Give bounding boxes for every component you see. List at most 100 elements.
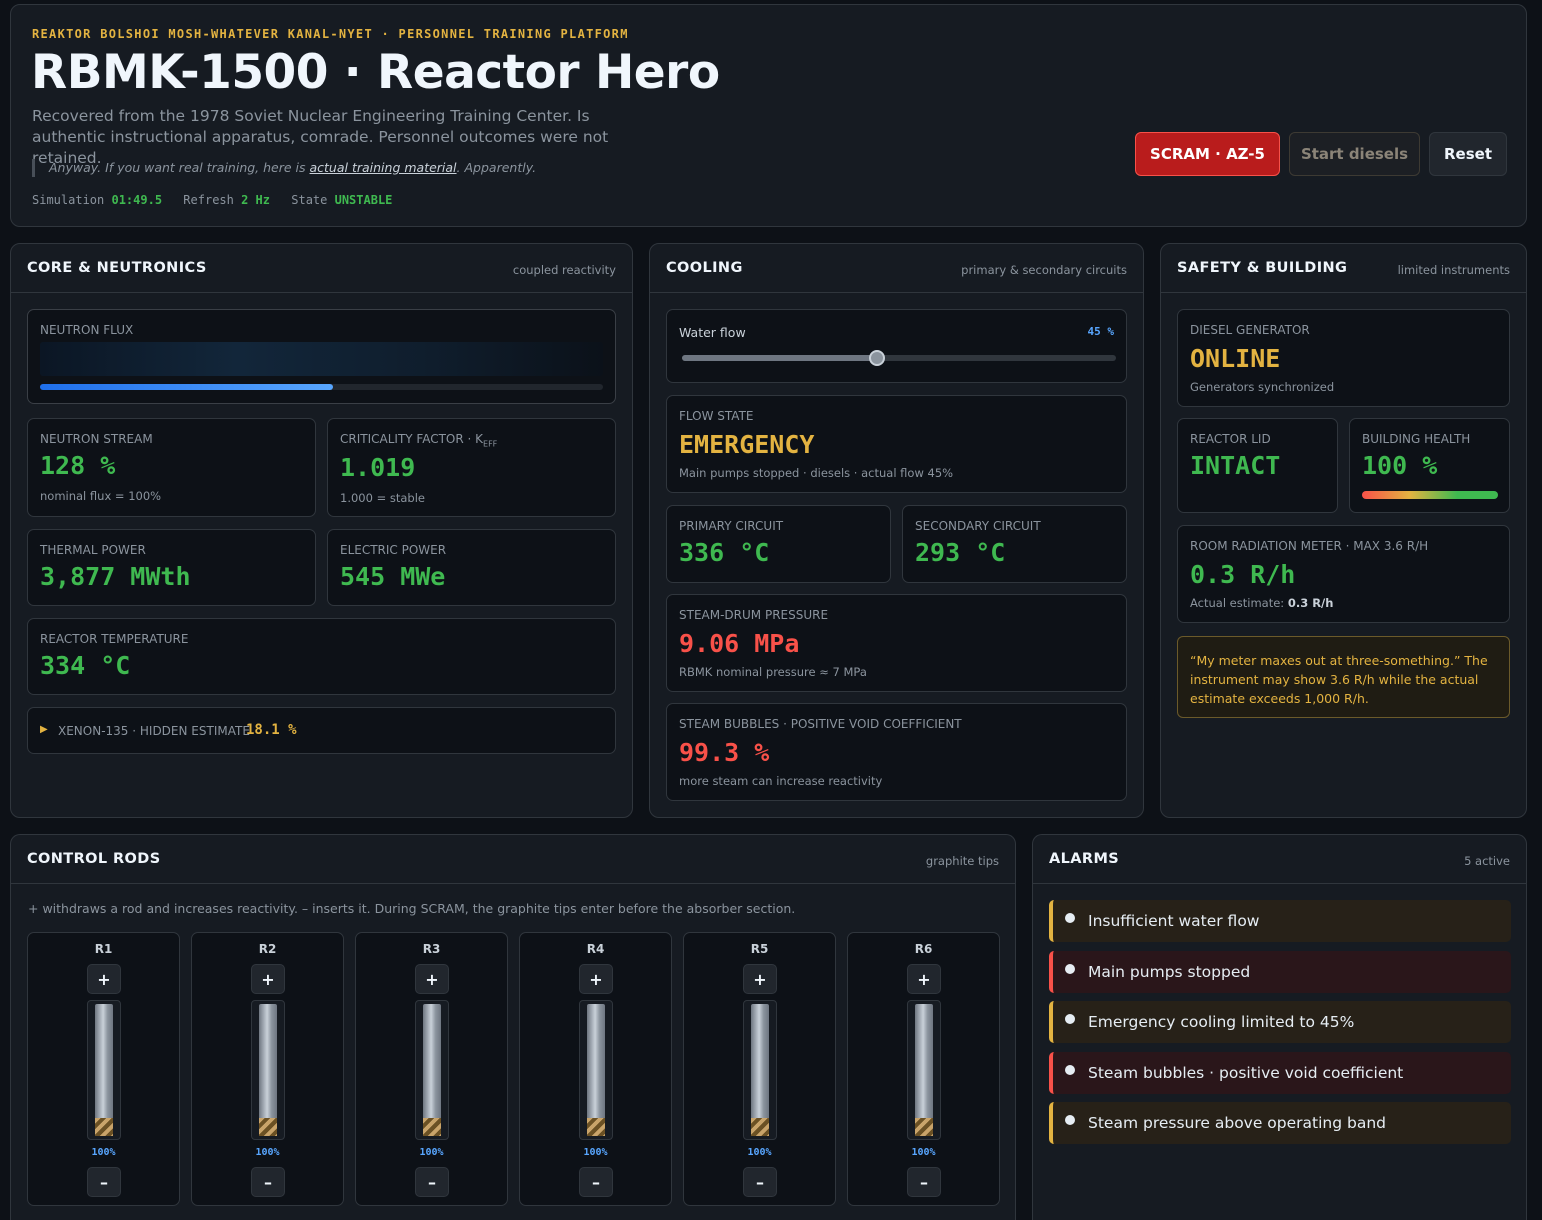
rod-bar[interactable] [95, 1004, 113, 1136]
alarm-item: Steam pressure above operating band [1049, 1102, 1511, 1144]
alarm-dot-icon [1065, 1115, 1075, 1125]
xenon-disclosure[interactable]: ▶ XENON-135 · HIDDEN ESTIMATE 18.1 % [27, 707, 616, 754]
rod-name: R4 [586, 942, 605, 956]
cooling-panel-note: primary & secondary circuits [961, 263, 1127, 277]
building-health-card: BUILDING HEALTH 100 % [1349, 418, 1510, 513]
steam-drum-pressure-sub: RBMK nominal pressure ≈ 7 MPa [679, 665, 867, 679]
water-flow-slider-fill [682, 355, 878, 361]
control-rod-5: R5 +100% – [683, 932, 836, 1206]
rod-withdraw-button[interactable]: + [907, 964, 941, 994]
reactor-lid-label: REACTOR LID [1190, 432, 1271, 446]
steam-bubbles-value: 99.3 % [679, 738, 770, 767]
thermal-power-label: THERMAL POWER [40, 543, 146, 557]
rod-withdraw-button[interactable]: + [579, 964, 613, 994]
alarm-dot-icon [1065, 1064, 1075, 1075]
control-rod-4: R4 +100% – [519, 932, 672, 1206]
rod-name: R6 [914, 942, 933, 956]
state-label: State [291, 193, 328, 207]
rod-bar[interactable] [423, 1004, 441, 1136]
rod-bar[interactable] [259, 1004, 277, 1136]
header-kicker: REAKTOR BOLSHOI MOSH-WHATEVER KANAL-NYET… [32, 27, 629, 41]
expand-triangle-icon: ▶ [40, 724, 48, 735]
quote-text-after: . Apparently. [456, 160, 537, 175]
rod-withdraw-button[interactable]: + [251, 964, 285, 994]
rod-name: R2 [258, 942, 277, 956]
radiation-meter-label: ROOM RADIATION METER · MAX 3.6 R/H [1190, 539, 1429, 553]
steam-drum-pressure-label: STEAM-DRUM PRESSURE [679, 608, 829, 622]
primary-circuit-label: PRIMARY CIRCUIT [679, 519, 784, 533]
graphite-tip [915, 1118, 933, 1136]
rod-position: 100% [255, 1147, 280, 1158]
rod-bar[interactable] [915, 1004, 933, 1136]
simulation-status: Simulation 01:49.5 Refresh 2 Hz State UN… [32, 193, 406, 207]
neutron-flux-visual [40, 342, 603, 376]
core-panel-note: coupled reactivity [512, 263, 616, 277]
steam-bubbles-card: STEAM BUBBLES · POSITIVE VOID COEFFICIEN… [666, 703, 1127, 801]
steam-bubbles-sub: more steam can increase reactivity [679, 774, 883, 788]
rod-position: 100% [911, 1147, 936, 1158]
flow-state-card: FLOW STATE EMERGENCY Main pumps stopped … [666, 395, 1127, 493]
core-panel-header: CORE & NEUTRONICS coupled reactivity [11, 244, 632, 293]
rod-insert-button[interactable]: – [251, 1167, 285, 1197]
rod-insert-button[interactable]: – [579, 1167, 613, 1197]
safety-panel: SAFETY & BUILDING limited instruments DI… [1160, 243, 1527, 818]
start-diesels-button[interactable]: Start diesels [1289, 132, 1420, 176]
xenon-label: XENON-135 · HIDDEN ESTIMATE [58, 724, 250, 738]
diesel-generator-card: DIESEL GENERATOR ONLINE Generators synch… [1177, 309, 1510, 407]
steam-drum-pressure-value: 9.06 MPa [679, 629, 800, 658]
primary-circuit-value: 336 °C [679, 538, 770, 567]
graphite-tip [423, 1118, 441, 1136]
neutron-flux-label: NEUTRON FLUX [40, 323, 134, 337]
control-rods-panel: CONTROL RODS graphite tips + withdraws a… [10, 834, 1016, 1220]
alarm-text: Steam pressure above operating band [1088, 1114, 1387, 1132]
steam-drum-pressure-card: STEAM-DRUM PRESSURE 9.06 MPa RBMK nomina… [666, 594, 1127, 692]
water-flow-slider[interactable] [682, 350, 1116, 366]
radiation-meter-card: ROOM RADIATION METER · MAX 3.6 R/H 0.3 R… [1177, 525, 1510, 623]
building-health-bar [1362, 491, 1498, 499]
alarm-text: Insufficient water flow [1088, 912, 1260, 930]
safety-panel-header: SAFETY & BUILDING limited instruments [1161, 244, 1526, 293]
cooling-panel: COOLING primary & secondary circuits Wat… [649, 243, 1144, 818]
reactor-lid-value: INTACT [1190, 451, 1281, 480]
rod-bar[interactable] [587, 1004, 605, 1136]
control-rods-help: + withdraws a rod and increases reactivi… [28, 901, 796, 916]
rod-bar[interactable] [751, 1004, 769, 1136]
core-panel-title: CORE & NEUTRONICS [27, 260, 207, 276]
alarms-panel: ALARMS 5 active Insufficient water flow M… [1032, 834, 1527, 1220]
alarms-count: 5 active [1464, 854, 1510, 868]
graphite-tip [259, 1118, 277, 1136]
control-rod-6: R6 +100% – [847, 932, 1000, 1206]
scram-button[interactable]: SCRAM · AZ-5 [1135, 132, 1280, 176]
rod-withdraw-button[interactable]: + [415, 964, 449, 994]
training-material-link[interactable]: actual training material [309, 160, 457, 175]
graphite-tip [751, 1118, 769, 1136]
safety-panel-note: limited instruments [1397, 263, 1510, 277]
rod-insert-button[interactable]: – [907, 1167, 941, 1197]
control-rod-3: R3 +100% – [355, 932, 508, 1206]
rod-withdraw-button[interactable]: + [743, 964, 777, 994]
building-health-value: 100 % [1362, 451, 1438, 480]
diesel-generator-value: ONLINE [1190, 344, 1281, 373]
rod-well [907, 1000, 941, 1140]
flow-state-sub: Main pumps stopped · diesels · actual fl… [679, 466, 954, 480]
graphite-tip [95, 1118, 113, 1136]
refresh-rate: 2 Hz [241, 193, 271, 207]
electric-power-value: 545 MWe [340, 562, 446, 591]
criticality-label-text: CRITICALITY FACTOR · K [340, 432, 484, 446]
reactor-temperature-value: 334 °C [40, 651, 131, 680]
water-flow-slider-thumb[interactable] [869, 350, 886, 366]
rod-insert-button[interactable]: – [87, 1167, 121, 1197]
rod-insert-button[interactable]: – [415, 1167, 449, 1197]
refresh-label: Refresh [183, 193, 234, 207]
control-rods-note: graphite tips [925, 854, 999, 868]
sim-label: Simulation [32, 193, 105, 207]
rod-name: R5 [750, 942, 769, 956]
neutron-stream-sub: nominal flux = 100% [40, 489, 162, 503]
reset-button[interactable]: Reset [1429, 132, 1507, 176]
neutron-stream-value: 128 % [40, 451, 116, 480]
rod-insert-button[interactable]: – [743, 1167, 777, 1197]
rod-well [743, 1000, 777, 1140]
rod-withdraw-button[interactable]: + [87, 964, 121, 994]
radiation-estimate-value: 0.3 R/h [1287, 596, 1334, 610]
rod-position: 100% [91, 1147, 116, 1158]
